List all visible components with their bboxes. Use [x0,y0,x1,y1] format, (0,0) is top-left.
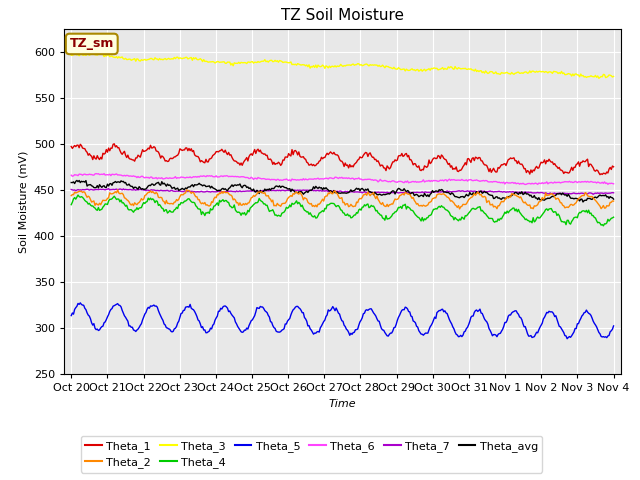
Theta_6 [610,181,618,187]
Theta_1 [67,144,75,149]
Theta_2 [468,194,476,200]
Y-axis label: Soil Moisture (mV): Soil Moisture (mV) [19,150,28,253]
Theta_6 [297,177,305,182]
Line: Theta_2: Theta_2 [71,190,614,209]
Theta_2 [297,191,305,197]
Theta_3 [297,62,305,68]
Line: Theta_4: Theta_4 [71,195,614,226]
Theta_6 [562,179,570,185]
Theta_1 [596,172,604,178]
Theta_5 [297,307,305,313]
Theta_4 [372,208,380,214]
Theta_6 [237,174,245,180]
Theta_avg [579,199,587,205]
Theta_3 [610,73,618,79]
Theta_5 [610,323,618,329]
Theta_3 [237,60,245,65]
Theta_4 [297,204,305,209]
Line: Theta_6: Theta_6 [71,174,614,184]
Theta_3 [372,62,380,68]
Theta_4 [237,212,245,218]
Theta_7 [589,192,597,197]
Theta_3 [67,52,75,58]
Theta_avg [398,187,406,193]
Theta_3 [561,72,569,78]
Line: Theta_1: Theta_1 [71,144,614,175]
Theta_avg [561,192,569,198]
Theta_6 [67,172,75,178]
Theta_7 [610,190,618,196]
Theta_1 [610,164,618,170]
Theta_4 [561,219,569,225]
Line: Theta_avg: Theta_avg [71,180,614,202]
Theta_2 [398,192,406,197]
Theta_2 [610,198,618,204]
Theta_6 [467,177,475,182]
Theta_3 [467,66,475,72]
Theta_avg [467,192,475,197]
Theta_5 [398,308,406,313]
Theta_3 [398,67,406,72]
Theta_5 [467,314,475,320]
Theta_2 [372,196,380,202]
Theta_1 [467,159,475,165]
Theta_2 [237,202,245,208]
Theta_6 [398,179,406,184]
Theta_avg [297,189,305,194]
Theta_3 [96,50,104,56]
Theta_6 [372,177,380,183]
Theta_7 [398,190,406,195]
Theta_7 [372,189,380,195]
Theta_avg [67,180,75,185]
Theta_7 [67,187,75,192]
Theta_avg [73,178,81,183]
Theta_4 [610,214,618,220]
Theta_5 [561,333,569,338]
Theta_5 [372,313,380,319]
Theta_7 [105,186,113,192]
Theta_avg [372,191,380,196]
X-axis label: Time: Time [328,399,356,409]
Theta_7 [561,191,569,196]
Theta_1 [561,169,569,175]
Theta_7 [297,188,305,193]
Theta_5 [67,312,75,318]
Theta_4 [600,223,607,228]
Theta_4 [467,207,475,213]
Theta_6 [522,181,529,187]
Title: TZ Soil Moisture: TZ Soil Moisture [281,9,404,24]
Theta_6 [92,171,100,177]
Theta_avg [237,183,245,189]
Theta_2 [562,204,570,210]
Legend: Theta_1, Theta_2, Theta_3, Theta_4, Theta_5, Theta_6, Theta_7, Theta_avg: Theta_1, Theta_2, Theta_3, Theta_4, Thet… [81,436,543,472]
Theta_7 [237,189,245,194]
Theta_1 [398,151,406,156]
Line: Theta_7: Theta_7 [71,189,614,194]
Line: Theta_3: Theta_3 [71,53,614,78]
Theta_5 [76,300,84,306]
Theta_4 [67,202,75,207]
Theta_4 [74,192,82,198]
Theta_4 [398,205,406,211]
Theta_2 [456,206,463,212]
Theta_2 [114,187,122,192]
Theta_1 [237,160,245,166]
Text: TZ_sm: TZ_sm [70,37,114,50]
Line: Theta_5: Theta_5 [71,303,614,339]
Theta_3 [595,75,603,81]
Theta_1 [372,156,380,162]
Theta_2 [67,193,75,199]
Theta_1 [111,141,118,147]
Theta_7 [467,188,475,194]
Theta_5 [563,336,571,342]
Theta_5 [237,329,245,335]
Theta_1 [297,154,305,160]
Theta_avg [610,196,618,202]
